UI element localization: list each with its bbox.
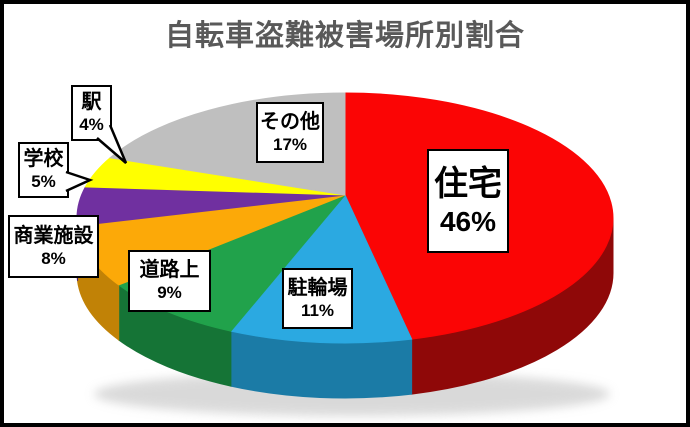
slice-label: 商業施設 [13, 224, 94, 247]
chart-title: 自転車盗難被害場所別割合 [164, 20, 525, 52]
label-box-residence: 住宅 46% [427, 149, 509, 253]
slice-label: その他 [260, 110, 320, 133]
slice-percent: 46% [439, 206, 497, 238]
label-box-bicycle-parking: 駐輪場 11% [282, 268, 353, 329]
slice-label: 駐輪場 [287, 276, 348, 299]
slice-percent: 4% [79, 115, 104, 135]
label-box-road: 道路上 9% [128, 250, 211, 312]
label-box-station: 駅 4% [71, 85, 112, 141]
slice-percent: 11% [300, 300, 335, 320]
label-box-school: 学校 5% [18, 142, 69, 198]
slice-percent: 8% [41, 248, 66, 268]
label-box-other: その他 17% [256, 102, 324, 163]
slice-percent: 9% [157, 283, 182, 303]
slice-percent: 5% [31, 172, 56, 192]
slice-percent: 17% [272, 134, 308, 154]
slice-label: 駅 [81, 91, 102, 114]
slice-label: 学校 [23, 148, 64, 171]
slice-label: 住宅 [434, 164, 502, 203]
label-box-commercial-facility: 商業施設 8% [8, 215, 99, 278]
slice-label: 道路上 [139, 259, 200, 282]
